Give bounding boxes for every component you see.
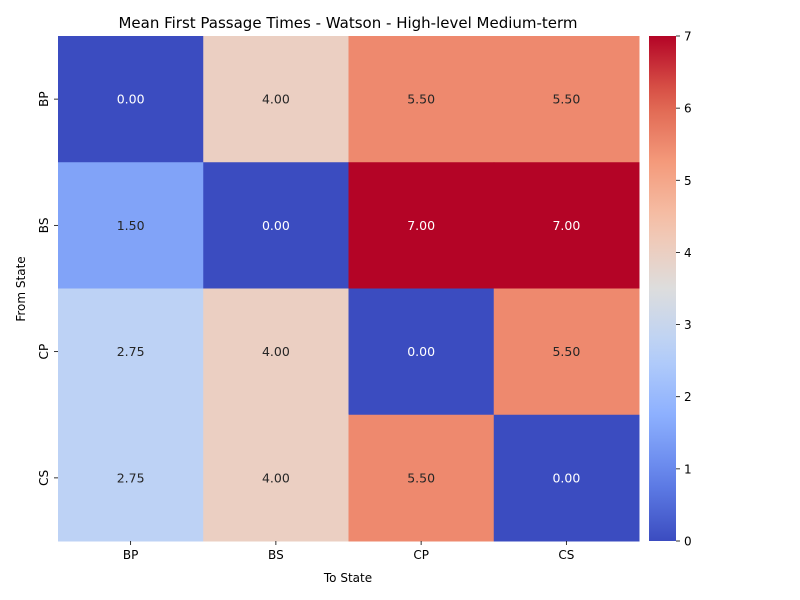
heatmap-cell-CP-CP — [348, 288, 495, 416]
heatmap-cell-CP-CS — [493, 288, 640, 416]
heatmap-cell-BP-CP — [348, 36, 495, 163]
heatmap-cell-BP-BS — [203, 36, 349, 163]
heatmap-cells — [58, 36, 640, 542]
x-tick-label: CS — [558, 548, 574, 562]
y-axis-label: From State — [14, 256, 28, 321]
cell-value-label: 0.00 — [262, 218, 290, 233]
cell-value-label: 2.75 — [117, 470, 145, 485]
colorbar-tick-label: 3 — [684, 318, 692, 332]
colorbar-tick-label: 1 — [684, 462, 692, 476]
cell-value-label: 1.50 — [117, 218, 145, 233]
colorbar-ticks: 0 1 2 3 4 5 6 7 — [676, 30, 692, 549]
y-tick-label: BP — [37, 91, 51, 106]
x-axis-ticks: BP BS CP CS — [123, 541, 574, 562]
cell-value-label: 2.75 — [117, 344, 145, 359]
heatmap-cell-CS-CS — [493, 414, 640, 542]
cell-value-label: 0.00 — [117, 92, 145, 107]
heatmap-cell-BS-BP — [58, 162, 204, 289]
heatmap-cell-CS-BP — [58, 414, 204, 542]
cell-value-label: 0.00 — [552, 470, 580, 485]
colorbar-tick-label: 7 — [684, 30, 692, 44]
x-axis-label: To State — [323, 571, 372, 585]
cell-value-label: 5.50 — [407, 470, 435, 485]
heatmap-cell-BS-CP — [348, 162, 495, 289]
colorbar-tick-label: 0 — [684, 535, 692, 549]
y-tick-label: CP — [37, 344, 51, 360]
heatmap-cell-CS-BS — [203, 414, 349, 542]
cell-value-label: 4.00 — [262, 344, 290, 359]
heatmap-cell-CP-BP — [58, 288, 204, 416]
y-tick-label: CS — [37, 470, 51, 486]
y-tick-label: BS — [37, 218, 51, 234]
heatmap-cell-BS-CS — [493, 162, 640, 289]
heatmap-cell-CP-BS — [203, 288, 349, 416]
colorbar-tick-label: 2 — [684, 390, 692, 404]
colorbar-tick-label: 5 — [684, 174, 692, 188]
x-tick-label: BP — [123, 548, 138, 562]
cell-value-label: 7.00 — [407, 218, 435, 233]
cell-value-label: 4.00 — [262, 92, 290, 107]
cell-value-label: 7.00 — [552, 218, 580, 233]
chart-title: Mean First Passage Times - Watson - High… — [118, 14, 577, 32]
heatmap-cell-labels: 0.00 4.00 5.50 5.50 1.50 0.00 7.00 7.00 2.75 4.00… — [117, 92, 581, 486]
colorbar-gradient — [649, 36, 676, 541]
heatmap-cell-BP-CS — [493, 36, 640, 163]
x-tick-label: CP — [413, 548, 429, 562]
heatmap-cell-CS-CP — [348, 414, 495, 542]
cell-value-label: 0.00 — [407, 344, 435, 359]
heatmap-cell-BS-BS — [203, 162, 349, 289]
cell-value-label: 5.50 — [552, 92, 580, 107]
heatmap-cell-BP-BP — [58, 36, 204, 163]
cell-value-label: 5.50 — [407, 92, 435, 107]
cell-value-label: 5.50 — [552, 344, 580, 359]
colorbar-tick-label: 6 — [684, 102, 692, 116]
cell-value-label: 4.00 — [262, 470, 290, 485]
colorbar-tick-label: 4 — [684, 246, 692, 260]
y-axis-ticks: BP BS CP CS — [37, 91, 58, 486]
colorbar — [649, 36, 676, 541]
x-tick-label: BS — [268, 548, 284, 562]
